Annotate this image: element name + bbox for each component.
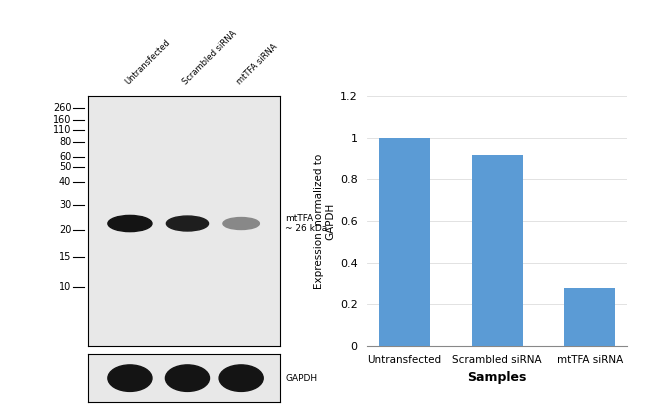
- Ellipse shape: [108, 365, 152, 391]
- Bar: [472, 155, 523, 346]
- Text: 160: 160: [53, 115, 72, 125]
- Text: Untransfected: Untransfected: [124, 38, 172, 86]
- Ellipse shape: [223, 217, 259, 230]
- Text: 20: 20: [59, 225, 72, 235]
- Ellipse shape: [165, 365, 209, 391]
- Text: 50: 50: [59, 163, 72, 173]
- Ellipse shape: [219, 365, 263, 391]
- Text: 80: 80: [59, 137, 72, 147]
- Bar: [379, 138, 430, 346]
- Text: mtTFA
~ 26 kDa: mtTFA ~ 26 kDa: [285, 214, 328, 233]
- Text: 15: 15: [59, 252, 72, 262]
- Text: 30: 30: [59, 200, 72, 210]
- Text: 60: 60: [59, 153, 72, 163]
- Bar: [564, 287, 616, 346]
- Ellipse shape: [108, 215, 152, 232]
- Text: 10: 10: [59, 282, 72, 292]
- Ellipse shape: [166, 216, 209, 231]
- Text: 260: 260: [53, 103, 72, 113]
- Text: Scrambled siRNA: Scrambled siRNA: [181, 29, 239, 86]
- Text: 40: 40: [59, 177, 72, 187]
- Text: GAPDH: GAPDH: [285, 374, 317, 383]
- X-axis label: Samples: Samples: [467, 371, 527, 384]
- Y-axis label: Expression  normalized to
GAPDH: Expression normalized to GAPDH: [314, 153, 335, 289]
- Text: 110: 110: [53, 125, 72, 135]
- Text: mtTFA siRNA: mtTFA siRNA: [235, 42, 279, 86]
